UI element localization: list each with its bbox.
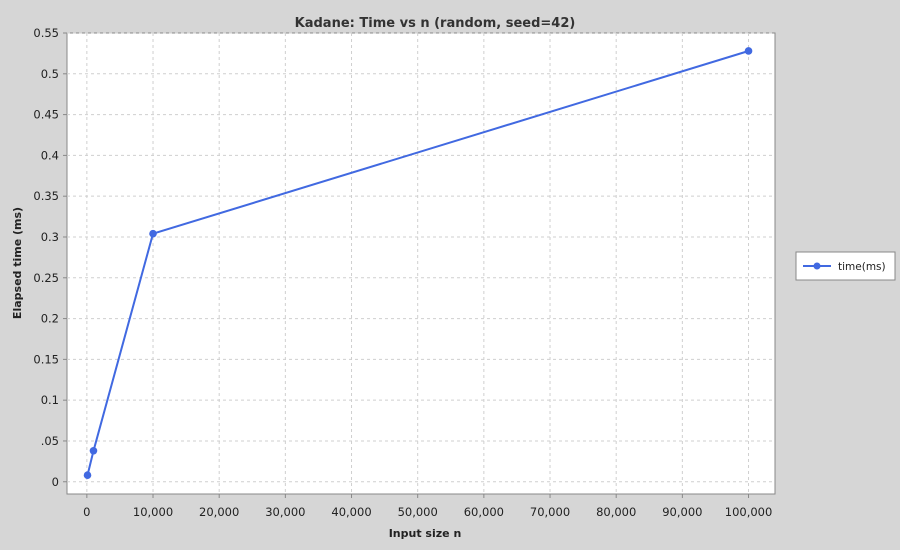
x-axis: 0 10,000 20,000 30,000 40,000 50,000 60,000 70,… — [83, 494, 772, 519]
y-tick-label: 0.25 — [33, 271, 59, 285]
y-tick-label: 0.5 — [41, 67, 59, 81]
x-tick-label: 90,000 — [662, 505, 702, 519]
y-tick-label: 0 — [52, 475, 59, 489]
x-tick-label: 100,000 — [725, 505, 773, 519]
legend-entry-label: time(ms) — [838, 261, 886, 273]
x-tick-label: 30,000 — [265, 505, 305, 519]
x-tick-label: 40,000 — [331, 505, 371, 519]
y-tick-label: 0.2 — [41, 312, 59, 326]
y-tick-label: .05 — [41, 434, 59, 448]
data-point — [744, 47, 753, 55]
legend-marker — [813, 262, 821, 270]
plot-area — [66, 32, 776, 495]
data-point — [89, 446, 98, 455]
y-axis-label: Elapsed time (ms) — [11, 207, 24, 319]
x-tick-label: 50,000 — [398, 505, 438, 519]
y-tick-label: 0.1 — [41, 393, 59, 407]
y-tick-label: 0.45 — [33, 108, 59, 122]
y-tick-label: 0.55 — [33, 26, 59, 40]
x-tick-label: 80,000 — [596, 505, 636, 519]
x-tick-label: 20,000 — [199, 505, 239, 519]
x-tick-label: 10,000 — [133, 505, 173, 519]
y-tick-label: 0.35 — [33, 189, 59, 203]
data-point — [83, 471, 92, 480]
data-point — [149, 229, 157, 238]
y-tick-label: 0.4 — [41, 148, 59, 162]
y-axis: 0 .05 0.1 0.15 0.2 0.25 0.3 0.35 0.4 0.45 0.5 0.55 — [33, 26, 67, 489]
x-tick-label: 0 — [83, 505, 90, 519]
chart-title: Kadane: Time vs n (random, seed=42) — [295, 16, 576, 31]
y-tick-label: 0.15 — [33, 352, 59, 366]
series-layer — [83, 47, 753, 480]
legend: time(ms) — [795, 251, 896, 281]
x-axis-label: Input size n — [389, 527, 462, 540]
y-tick-label: 0.3 — [41, 230, 59, 244]
series-line-time-ms — [86, 50, 749, 476]
x-tick-label: 60,000 — [464, 505, 504, 519]
grid-lines — [67, 32, 775, 494]
x-tick-label: 70,000 — [530, 505, 570, 519]
